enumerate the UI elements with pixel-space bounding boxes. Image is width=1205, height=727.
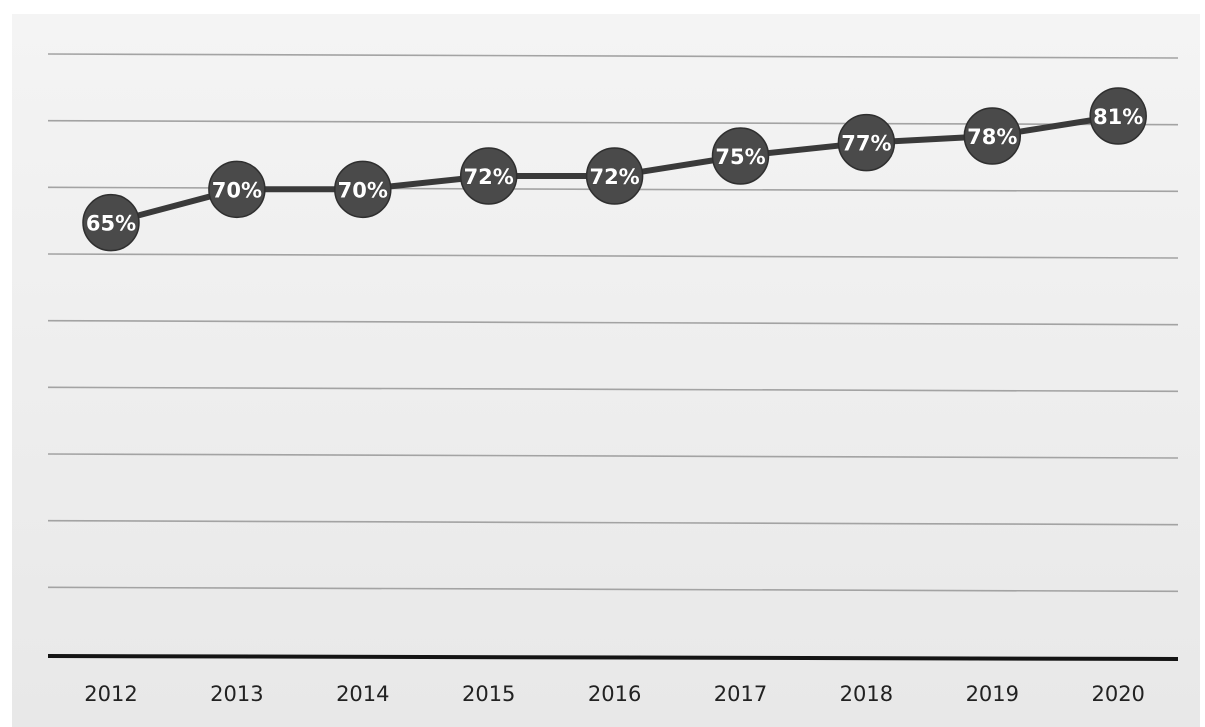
data-point-marker (1089, 87, 1147, 145)
gridline (47, 586, 1179, 593)
data-label: 72% (464, 165, 514, 189)
gridline (47, 519, 1179, 526)
data-label: 72% (589, 165, 639, 189)
x-axis-baseline (47, 654, 1179, 661)
x-tick-label: 2019 (966, 682, 1019, 706)
gridlines (47, 53, 1179, 593)
gridline (47, 386, 1179, 393)
data-label: 70% (338, 178, 388, 202)
gridline (47, 53, 1179, 59)
x-tick-label: 2012 (84, 682, 137, 706)
data-label: 70% (212, 178, 262, 202)
x-tick-label: 2013 (210, 682, 263, 706)
data-point-marker (82, 193, 140, 252)
data-point-marker (837, 113, 896, 172)
x-tick-label: 2015 (462, 682, 515, 706)
data-point-marker (334, 160, 392, 219)
x-tick-label: 2020 (1091, 682, 1144, 706)
data-label: 77% (841, 132, 891, 156)
data-point-marker (585, 147, 644, 205)
data-label: 75% (715, 145, 765, 169)
data-label: 65% (86, 212, 136, 236)
data-point-marker (963, 107, 1022, 165)
x-tick-label: 2018 (840, 682, 893, 706)
data-label: 78% (967, 125, 1017, 149)
data-label: 81% (1093, 105, 1143, 129)
data-point-marker (459, 147, 518, 205)
gridline (47, 319, 1179, 326)
gridline (47, 253, 1179, 259)
data-markers: 65% 70% 70% 72% 72% 75% 77% 78% 81% (82, 87, 1147, 252)
x-axis-ticks: 2012 2013 2014 2015 2016 2017 2018 2019 2020 (84, 682, 1145, 706)
x-tick-label: 2014 (336, 682, 389, 706)
data-point-marker (208, 160, 266, 219)
data-point-marker (711, 127, 770, 185)
gridline (47, 453, 1179, 459)
x-tick-label: 2017 (714, 682, 767, 706)
x-tick-label: 2016 (588, 682, 641, 706)
